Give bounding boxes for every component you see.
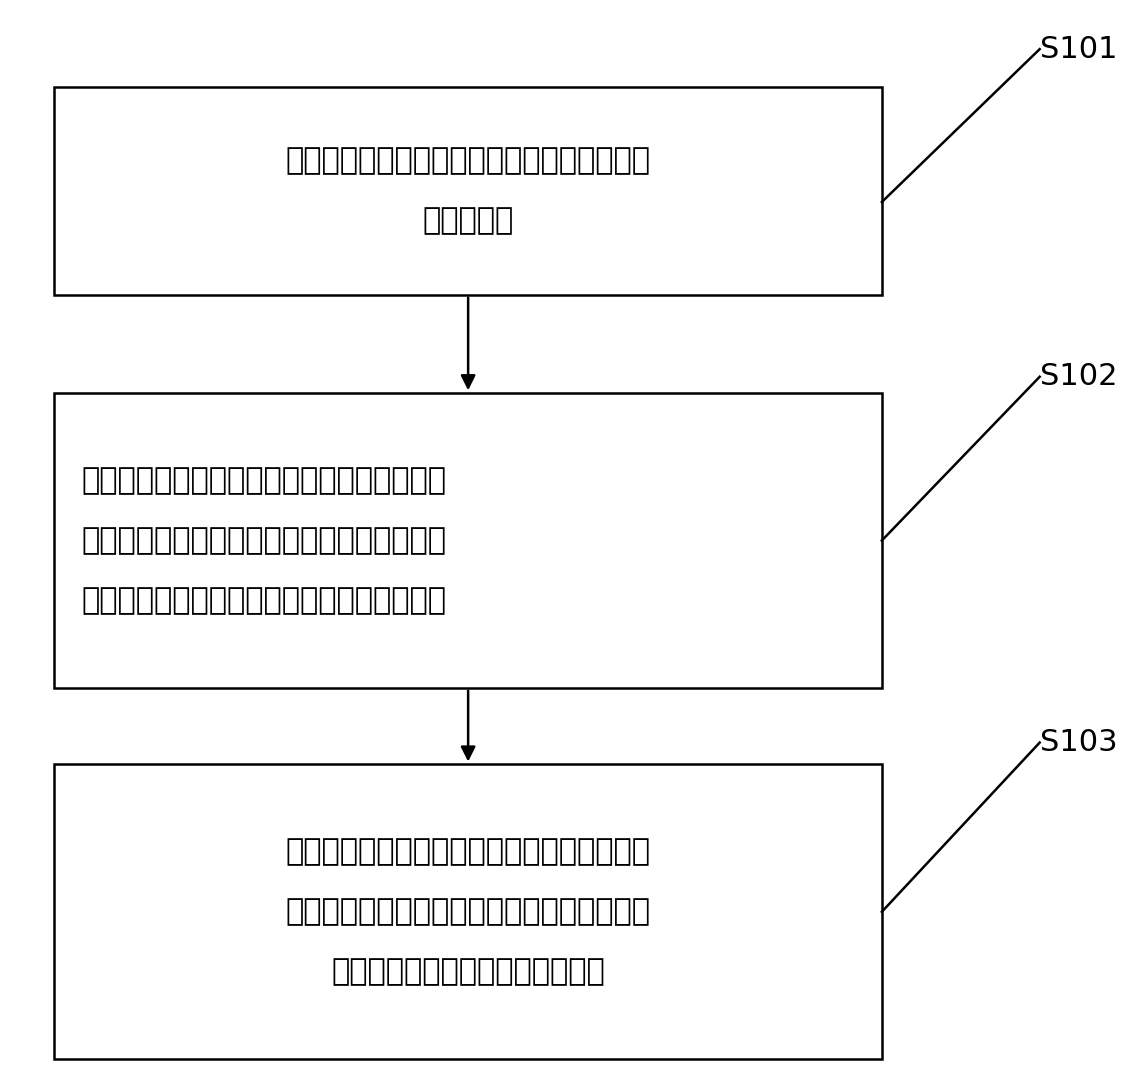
- Bar: [54, 87, 881, 295]
- Text: 影像数据进行多模态融合以建立术前的病灶定: 影像数据进行多模态融合以建立术前的病灶定: [81, 526, 446, 555]
- Text: 通过所述手术前规划模块将处理后的所述医学: 通过所述手术前规划模块将处理后的所述医学: [81, 466, 446, 495]
- Bar: [54, 764, 881, 1059]
- Text: S103: S103: [1040, 728, 1117, 757]
- Text: 位模型，并根据病灶定位模型规划出手术路径: 位模型，并根据病灶定位模型规划出手术路径: [81, 586, 446, 615]
- Text: S101: S101: [1040, 35, 1117, 63]
- Text: 采集和处理: 采集和处理: [423, 206, 514, 236]
- Text: S102: S102: [1040, 363, 1117, 391]
- Text: 由实时手术导航模块根据术中的四维超声扫描: 由实时手术导航模块根据术中的四维超声扫描: [285, 838, 650, 866]
- Text: 由所述影像数据预处理模块对医学影像数据的: 由所述影像数据预处理模块对医学影像数据的: [285, 146, 650, 176]
- Text: 数据建立动态模型，并将所述动态模型与术前: 数据建立动态模型，并将所述动态模型与术前: [285, 898, 650, 926]
- Text: 重建的病灶定位模型进行实时比对: 重建的病灶定位模型进行实时比对: [331, 958, 605, 986]
- Bar: [54, 393, 881, 688]
